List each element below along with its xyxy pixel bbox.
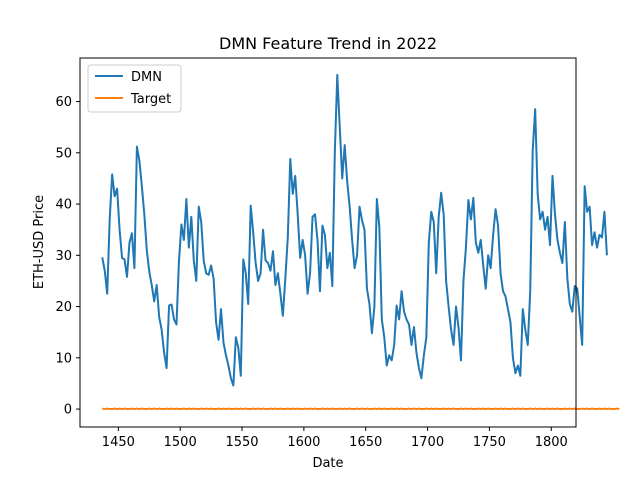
legend-label-target: Target xyxy=(130,92,171,107)
y-tick-label: 10 xyxy=(55,351,72,366)
x-tick-label: 1800 xyxy=(535,435,568,450)
x-tick-label: 1650 xyxy=(349,435,382,450)
x-tick-label: 1450 xyxy=(102,435,135,450)
x-axis-label: Date xyxy=(312,456,343,471)
y-axis: 0 10 20 30 40 50 60 xyxy=(55,95,80,418)
plot-frame xyxy=(79,57,577,428)
y-tick-label: 60 xyxy=(55,95,72,110)
x-tick-label: 1600 xyxy=(287,435,320,450)
x-tick-label: 1750 xyxy=(473,435,506,450)
series-line-target xyxy=(102,407,620,411)
series-line-dmn xyxy=(101,73,608,387)
y-tick-label: 0 xyxy=(64,403,72,418)
y-tick-label: 40 xyxy=(55,198,72,213)
x-tick-label: 1550 xyxy=(225,435,258,450)
y-tick-label: 50 xyxy=(55,146,72,161)
x-tick-label: 1700 xyxy=(411,435,444,450)
plot-lines xyxy=(101,73,620,411)
x-axis: 1450 1500 1550 1600 1650 1700 1750 1800 xyxy=(102,427,568,450)
x-tick-label: 1500 xyxy=(164,435,197,450)
y-tick-label: 30 xyxy=(55,249,72,264)
y-axis-label: ETH-USD Price xyxy=(32,195,47,289)
legend-label-dmn: DMN xyxy=(131,70,162,85)
chart-title: DMN Feature Trend in 2022 xyxy=(219,34,437,53)
legend: DMN Target xyxy=(87,64,182,113)
y-tick-label: 20 xyxy=(55,300,72,315)
